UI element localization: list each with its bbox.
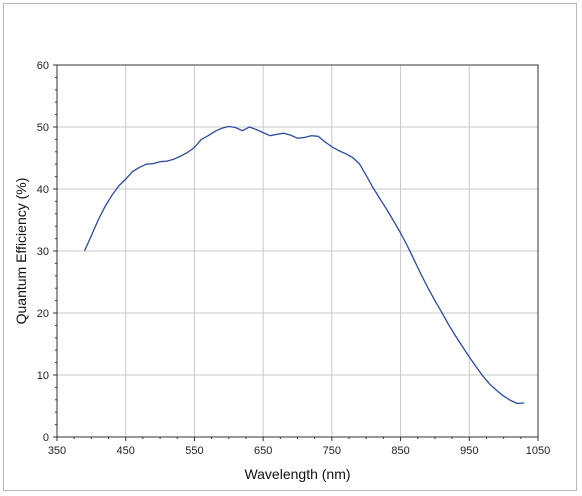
y-tick-label: 50 — [37, 122, 49, 134]
x-tick-label: 550 — [185, 445, 203, 457]
x-tick-label: 650 — [254, 445, 272, 457]
y-tick-label: 20 — [37, 308, 49, 320]
y-tick-label: 60 — [37, 60, 49, 72]
x-tick-label: 850 — [391, 445, 409, 457]
chart-frame — [3, 3, 577, 491]
x-tick-label: 350 — [48, 445, 66, 457]
axis-ticks: 350 450 550 650 750 850 950 1050 0 10 20 30 40 50 60 — [37, 60, 550, 457]
series-line — [83, 125, 525, 405]
series-layer — [83, 125, 525, 405]
y-tick-label: 40 — [37, 184, 49, 196]
x-tick-label: 1050 — [526, 445, 550, 457]
grid-lines — [57, 65, 538, 437]
x-axis-title: Wavelength (nm) — [244, 466, 350, 482]
y-tick-label: 30 — [37, 246, 49, 258]
x-tick-label: 450 — [117, 445, 135, 457]
y-axis-title: Quantum Efficiency (%) — [13, 178, 29, 325]
y-tick-label: 0 — [43, 432, 49, 444]
y-tick-label: 10 — [37, 370, 49, 382]
x-tick-label: 750 — [323, 445, 341, 457]
x-tick-label: 950 — [460, 445, 478, 457]
